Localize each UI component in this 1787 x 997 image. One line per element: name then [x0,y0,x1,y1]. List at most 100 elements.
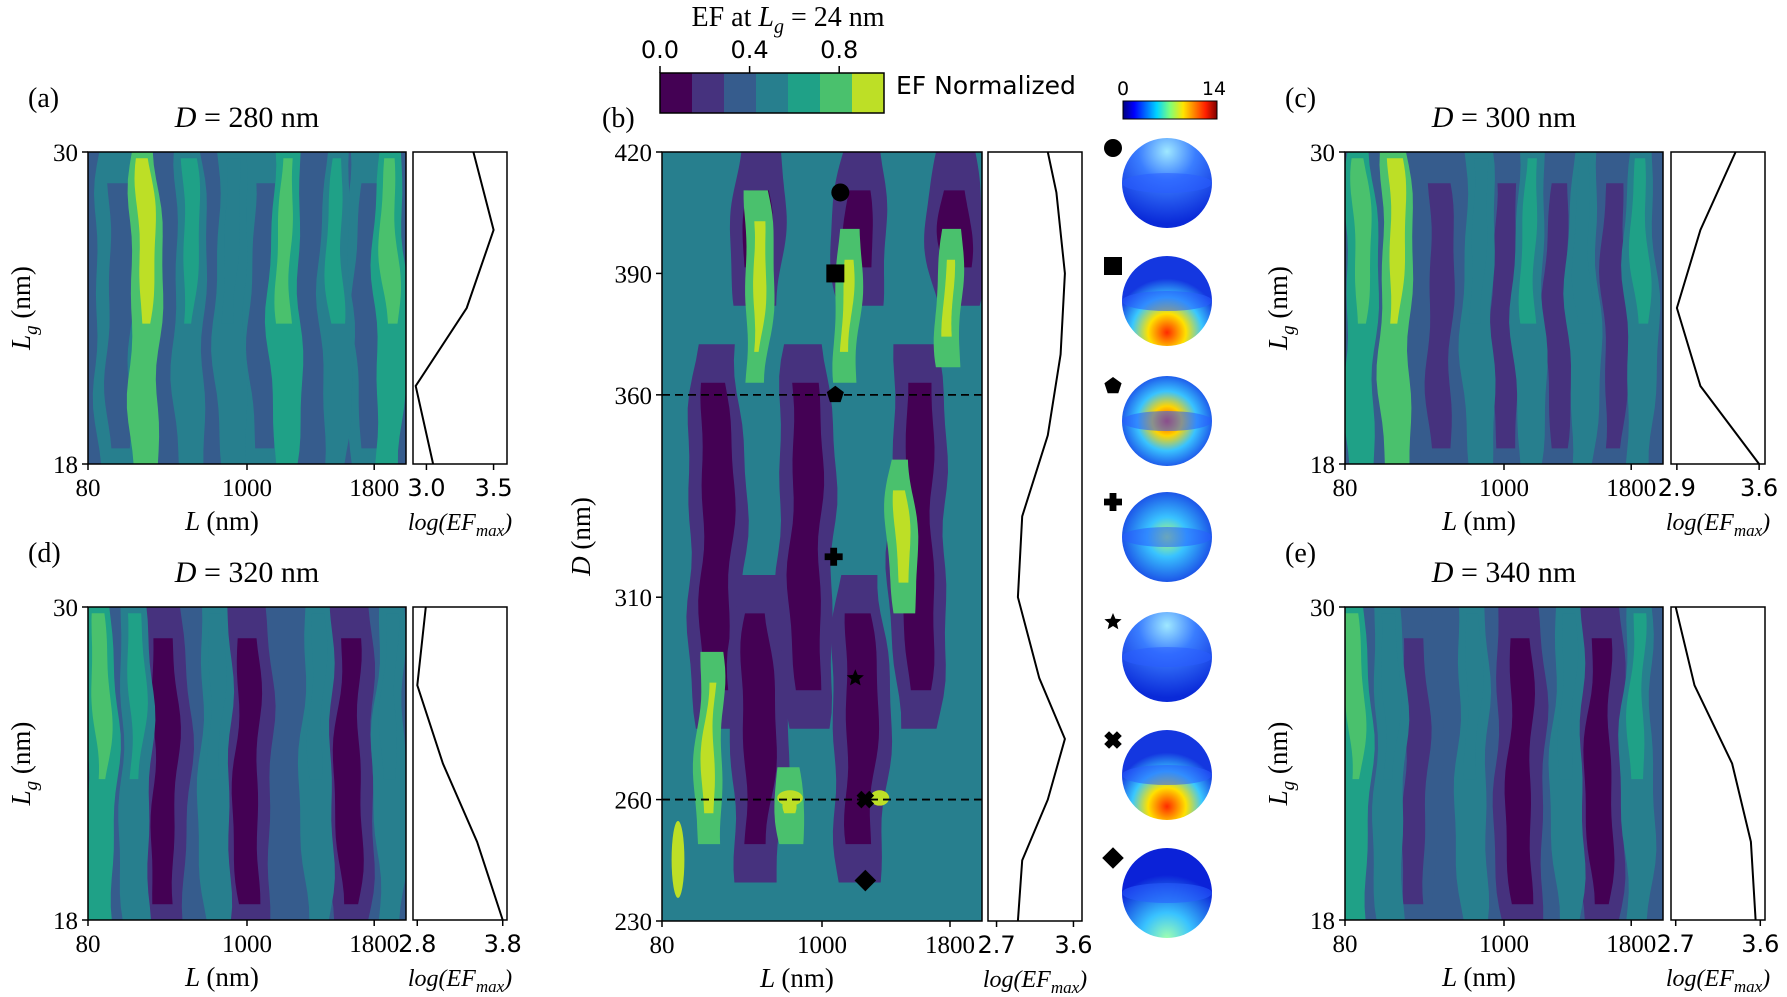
heatmap-valley [332,638,364,905]
side-axes-frame [987,151,1083,922]
heatmap-valley [150,638,181,905]
heatmap-hotspot [870,790,890,806]
heatmap-ridge [206,613,227,780]
circle-marker [1104,139,1122,157]
circle-marker [831,183,850,202]
x-tick-label: 80 [1333,475,1358,502]
colorbar-frame [659,72,885,114]
x-axis-label: L (nm) [184,506,259,536]
y-tick-label: 260 [615,788,653,815]
heatmap-valley [1541,183,1574,449]
heatmap-ridge [753,221,767,352]
heatmap-valley [231,638,263,905]
side-x-axis-label: log(EFmax) [983,967,1087,997]
plus-marker [1104,493,1122,511]
colorbar-swatch [692,73,725,113]
side-axes-frame [412,151,508,465]
panel-label: (c) [1285,83,1316,114]
heatmap-ridge [1381,613,1402,780]
heatmap-valley [1424,183,1455,449]
pentagon-marker [826,385,844,403]
square-marker [826,264,845,283]
x-tick-label: 80 [76,931,101,958]
colorbar-ticks: 0.0 0.4 0.8 [641,36,858,73]
heatmap [1345,152,1663,464]
y-axis-label: Lg (nm) [6,722,42,807]
side-x-tick-label: 2.7 [1657,930,1695,958]
star-marker [846,669,864,686]
heatmap-ridge [134,158,156,324]
heatmap [88,607,406,920]
panel-b: 80 1000 1800 230 260 310 360 390 420 L (nm) D (nm)… [566,103,1093,997]
heatmap-hotspot [671,821,685,898]
heatmap-ridge [274,158,293,324]
colorbar-tick-label: 0.0 [641,36,679,64]
side-x-tick-label: 3.5 [474,474,512,502]
heatmap-valley [1401,638,1432,905]
colorbar-swatch [788,73,821,113]
panel-a: 80 1000 1800 18 30 L (nm) Lg (nm) D = 280 nm (a)… [6,83,513,540]
colorbar-swatch [820,73,853,113]
x-tick-label: 1000 [1479,475,1529,502]
colorbar-field-gradient [1122,100,1218,120]
x-axis-label: L (nm) [1441,962,1516,992]
heatmap-ridge [1626,613,1647,780]
panel-title: D = 300 nm [1431,101,1576,134]
colorbar-field-min: 0 [1117,78,1129,100]
colorbar-field-max: 14 [1202,78,1226,100]
x-tick-label: 80 [76,475,101,502]
panel-e: 80 1000 1800 18 30 L (nm) Lg (nm) D = 340 nm (e)… [1263,538,1779,996]
y-axis-label: Lg (nm) [1263,722,1299,807]
side-profile-line [416,606,504,921]
colorbar-swatch [756,73,789,113]
heatmap [1345,607,1663,920]
heatmap-ridge [1469,158,1489,324]
heatmap-ridge [1628,158,1652,324]
heatmap-ridge [941,259,956,337]
y-tick-label: 310 [615,585,653,612]
x-tick-label: 1800 [349,931,399,958]
x-axis-label: L (nm) [759,963,834,993]
heatmap-valley [786,382,825,691]
heatmap-ridge [700,682,717,814]
heatmap-ridge [91,613,113,780]
heatmap-ridge [221,158,241,324]
side-profile-line [1674,606,1757,921]
y-tick-label: 30 [53,140,78,167]
side-x-tick-label: 3.0 [407,474,445,502]
side-axes-frame [1670,151,1766,465]
side-x-tick-label: 2.7 [977,931,1015,959]
heatmap-valley [698,382,736,691]
field-inset-band [1122,647,1212,667]
side-x-axis-label: log(EFmax) [408,966,512,996]
side-x-tick-label: 3.6 [1054,931,1092,959]
heatmap-ridge [892,490,911,583]
x-tick-label: 1800 [1606,475,1656,502]
colorbar-label: EF Normalized [896,71,1076,100]
colorbar-swatch [724,73,757,113]
y-tick-label: 18 [1310,908,1335,935]
y-tick-label: 420 [615,140,653,167]
side-x-tick-label: 3.6 [1740,474,1778,502]
y-tick-label: 18 [53,452,78,479]
field-inset-band [1122,527,1212,547]
heatmap-valley [1583,638,1615,905]
x-tick-label: 80 [1333,931,1358,958]
heatmap-ridge [378,613,400,780]
y-axis-label: Lg (nm) [6,266,42,351]
colorbar-field: 0 14 [1117,78,1226,120]
side-x-axis-label: log(EFmax) [1666,510,1770,540]
side-axes-frame [412,606,508,921]
colorbar-swatches [660,73,885,113]
cross-marker [1104,731,1122,749]
panel-d: 80 1000 1800 18 30 L (nm) Lg (nm) D = 320 nm (d)… [6,538,522,996]
side-profile-line [1016,151,1066,922]
side-x-tick-label: 2.9 [1658,474,1696,502]
panel-title: D = 340 nm [1431,556,1576,589]
heatmap-ridge [324,158,346,324]
side-profile-line [1675,151,1760,465]
heatmap [662,152,982,921]
field-inset-band [1122,411,1212,431]
side-x-tick-label: 3.6 [1741,930,1779,958]
panel-c: 80 1000 1800 18 30 L (nm) Lg (nm) D = 300 nm (c)… [1263,83,1778,540]
